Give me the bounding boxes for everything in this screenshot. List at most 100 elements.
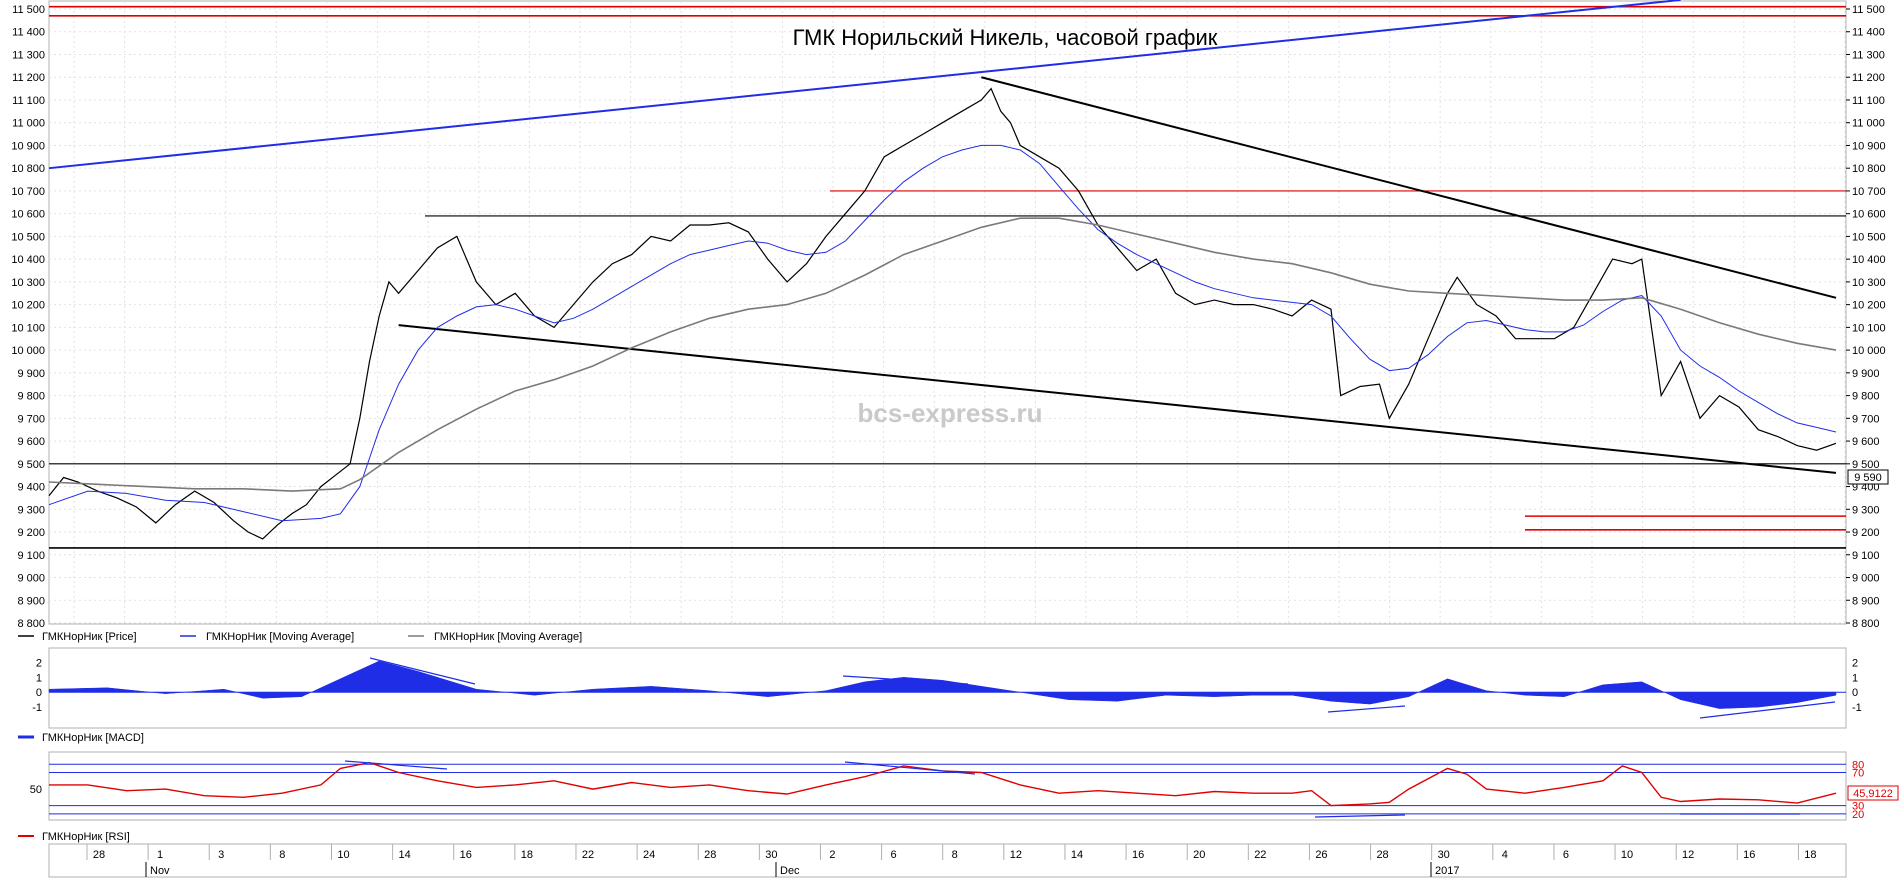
y-tick-label: 9 700 (17, 413, 45, 425)
macd-y-tick-label-right: 0 (1852, 687, 1858, 699)
rsi-y-tick-label: 50 (30, 784, 42, 796)
y-tick-label-right: 10 100 (1852, 322, 1886, 334)
price-panel-frame (48, 0, 1847, 625)
left-price-axis: 8 800 8 900 9 000 9 100 9 200 9 300 9 400 9 500… (11, 4, 45, 630)
rsi-panel-frame (48, 751, 1847, 821)
macd-divergence-4 (1699, 701, 1836, 719)
macd-histogram (48, 660, 1846, 709)
price-line (48, 87, 1837, 540)
time-tick-label: 28 (1376, 849, 1388, 861)
rsi-divergence-1 (344, 760, 448, 770)
time-tick-label: 28 (704, 849, 716, 861)
rsi-last-value-label: 45,9122 (1853, 788, 1893, 800)
macd-y-tick-label: -1 (32, 702, 42, 714)
rsi-y-tick-label-right: 30 (1852, 801, 1864, 813)
y-tick-label: 9 400 (17, 482, 45, 494)
time-tick-label: 16 (1743, 849, 1755, 861)
trendline (398, 324, 1837, 474)
y-tick-label: 10 600 (11, 209, 45, 221)
y-tick-label-right: 8 900 (1852, 595, 1880, 607)
legend-ma-fast-label: ГМКНорНик [Moving Average] (206, 631, 354, 643)
rsi-series (49, 761, 1837, 807)
y-tick-label-right: 9 200 (1852, 527, 1880, 539)
macd-y-tick-label: 0 (36, 687, 42, 699)
time-tick-label: 22 (1254, 849, 1266, 861)
y-tick-label: 11 300 (12, 49, 45, 61)
time-tick-label: 12 (1010, 849, 1022, 861)
time-tick-label: 14 (398, 849, 410, 861)
y-tick-label-right: 10 800 (1852, 163, 1886, 175)
legend-macd-label: ГМКНорНик [MACD] (42, 732, 144, 744)
time-tick-label: 30 (1438, 849, 1450, 861)
y-tick-label: 10 900 (11, 140, 45, 152)
right-price-axis: 8 800 8 900 9 000 9 100 9 200 9 300 9 400 9 500… (1846, 4, 1886, 630)
gridlines (49, 1, 1846, 624)
month-label: 2017 (1435, 865, 1459, 877)
y-tick-label-right: 11 200 (1852, 72, 1885, 84)
price-series (48, 87, 1837, 540)
trendlines (48, 0, 1837, 474)
time-tick-label: 24 (643, 849, 655, 861)
y-tick-label-right: 9 500 (1852, 459, 1880, 471)
macd-panel-frame (48, 647, 1847, 729)
time-tick-label: 10 (337, 849, 349, 861)
y-tick-label-right: 9 700 (1852, 413, 1880, 425)
y-tick-label-right: 11 500 (1852, 4, 1885, 16)
y-tick-label: 11 000 (12, 118, 45, 130)
y-tick-label: 10 300 (11, 277, 45, 289)
legend-price-label: ГМКНорНик [Price] (42, 631, 137, 643)
macd-y-tick-label-right: -1 (1852, 702, 1862, 714)
time-tick-label: 16 (460, 849, 472, 861)
time-tick-label: 16 (1132, 849, 1144, 861)
macd-divergence-2 (842, 675, 969, 685)
time-axis: 28 1 3 8 10 14 16 18 22 24 28 30 2 6 8 12 14 16 20 22 26 28 30… (86, 844, 1817, 877)
time-tick-label: 8 (279, 849, 285, 861)
time-tick-label: 30 (765, 849, 777, 861)
rsi-y-tick-label-right: 80 (1852, 759, 1864, 771)
rsi-y-tick-label-right: 70 (1852, 768, 1864, 780)
macd-y-tick-label-right: 1 (1852, 672, 1858, 684)
y-tick-label: 11 500 (12, 4, 45, 16)
time-tick-label: 18 (1804, 849, 1816, 861)
chart-title: ГМК Норильский Никель, часовой график (793, 25, 1218, 50)
y-tick-label-right: 8 800 (1852, 618, 1880, 630)
y-tick-label: 9 600 (17, 436, 45, 448)
macd-y-tick-label-right: 2 (1852, 657, 1858, 669)
y-tick-label: 10 000 (11, 345, 45, 357)
rsi-divergence-2 (844, 761, 976, 775)
y-tick-label: 9 100 (17, 550, 45, 562)
time-tick-label: 20 (1193, 849, 1205, 861)
y-tick-label-right: 10 200 (1852, 300, 1886, 312)
time-tick-label: 22 (582, 849, 594, 861)
y-tick-label: 9 900 (17, 368, 45, 380)
y-tick-label: 9 200 (17, 527, 45, 539)
y-tick-label: 10 700 (11, 186, 45, 198)
y-tick-label: 10 100 (11, 322, 45, 334)
y-tick-label: 10 400 (11, 254, 45, 266)
macd-y-tick-label: 1 (36, 672, 42, 684)
last-price-box (1847, 469, 1889, 485)
time-tick-label: 6 (891, 849, 897, 861)
time-tick-label: 2 (829, 849, 835, 861)
y-tick-label-right: 11 300 (1852, 49, 1885, 61)
y-tick-label-right: 10 000 (1852, 345, 1886, 357)
month-label: Dec (780, 865, 800, 877)
rsi-last-value-box (1847, 785, 1899, 801)
time-tick-label: 8 (952, 849, 958, 861)
y-tick-label-right: 9 100 (1852, 550, 1880, 562)
y-tick-label-right: 10 600 (1852, 209, 1886, 221)
y-tick-label-right: 10 700 (1852, 186, 1886, 198)
y-tick-label: 8 800 (17, 618, 45, 630)
y-tick-label: 11 100 (12, 95, 45, 107)
horizontal-levels (49, 5, 1846, 549)
y-tick-label: 8 900 (17, 595, 45, 607)
time-tick-label: 6 (1563, 849, 1569, 861)
y-tick-label-right: 10 400 (1852, 254, 1886, 266)
month-label: Nov (150, 865, 170, 877)
y-tick-label-right: 10 300 (1852, 277, 1886, 289)
y-tick-label: 9 000 (17, 573, 45, 585)
time-tick-label: 26 (1315, 849, 1327, 861)
y-tick-label: 9 300 (17, 504, 45, 516)
macd-divergence-3 (1327, 705, 1406, 713)
